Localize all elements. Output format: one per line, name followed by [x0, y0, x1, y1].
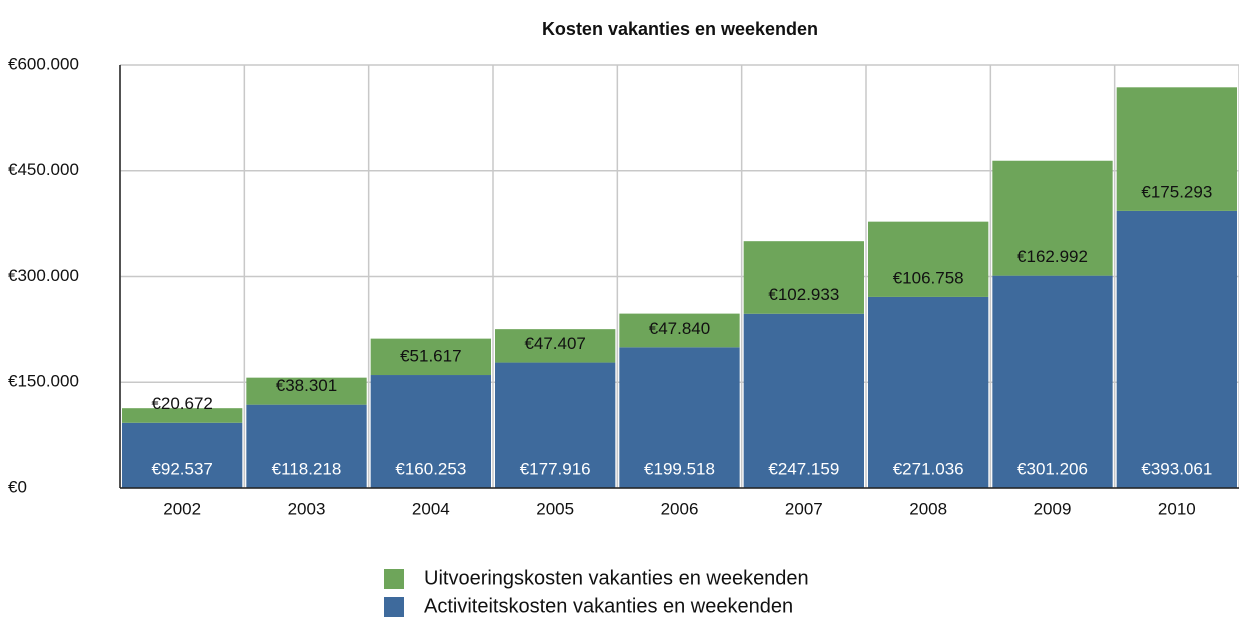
data-label: €393.061	[1141, 459, 1212, 478]
x-tick-label: 2005	[536, 499, 574, 518]
data-label: €38.301	[276, 376, 337, 395]
x-tick-label: 2003	[288, 499, 326, 518]
y-tick-label: €450.000	[8, 160, 79, 179]
bar-segment	[495, 329, 616, 363]
data-label: €301.206	[1017, 459, 1088, 478]
y-tick-label: €300.000	[8, 266, 79, 285]
bar-segment	[868, 221, 989, 297]
bar-segment	[370, 338, 491, 376]
y-tick-label: €150.000	[8, 372, 79, 391]
data-label: €102.933	[768, 285, 839, 304]
data-label: €199.518	[644, 459, 715, 478]
bar-segment	[122, 422, 243, 488]
bar-segment	[619, 313, 740, 348]
legend-swatch	[384, 569, 404, 589]
data-label: €247.159	[768, 459, 839, 478]
x-tick-label: 2006	[661, 499, 699, 518]
bar-segment	[370, 375, 491, 488]
data-label: €175.293	[1141, 182, 1212, 201]
bar-segment	[246, 404, 367, 488]
bar-segment	[122, 408, 243, 423]
data-label: €51.617	[400, 347, 461, 366]
legend-swatch	[384, 597, 404, 617]
data-label: €271.036	[893, 459, 964, 478]
x-tick-label: 2008	[909, 499, 947, 518]
bar-segment	[246, 377, 367, 405]
legend-label: Uitvoeringskosten vakanties en weekenden	[424, 567, 809, 589]
chart-title: Kosten vakanties en weekenden	[542, 19, 818, 39]
bar-segment	[992, 275, 1113, 488]
data-label: €47.840	[649, 319, 710, 338]
bar-segment	[992, 160, 1113, 276]
data-label: €106.758	[893, 268, 964, 287]
x-tick-label: 2007	[785, 499, 823, 518]
x-tick-label: 2009	[1034, 499, 1072, 518]
x-tick-label: 2002	[163, 499, 201, 518]
bar-segment	[743, 313, 864, 488]
legend-label: Activiteitskosten vakanties en weekenden	[424, 595, 793, 617]
y-tick-label: €600.000	[8, 54, 79, 73]
data-label: €162.992	[1017, 247, 1088, 266]
data-label: €160.253	[395, 459, 466, 478]
bar-segment	[619, 347, 740, 488]
data-label: €118.218	[272, 459, 342, 478]
data-label: €47.407	[524, 334, 585, 353]
y-tick-label: €0	[8, 477, 27, 496]
bar-segment	[743, 241, 864, 314]
bar-segment	[1116, 87, 1237, 211]
bar-segment	[868, 296, 989, 488]
x-tick-label: 2010	[1158, 499, 1196, 518]
data-label: €20.672	[151, 394, 212, 413]
x-tick-label: 2004	[412, 499, 450, 518]
data-label: €92.537	[151, 459, 212, 478]
data-label: €177.916	[520, 459, 591, 478]
bar-segment	[495, 362, 616, 488]
bar-segment	[1116, 210, 1237, 488]
